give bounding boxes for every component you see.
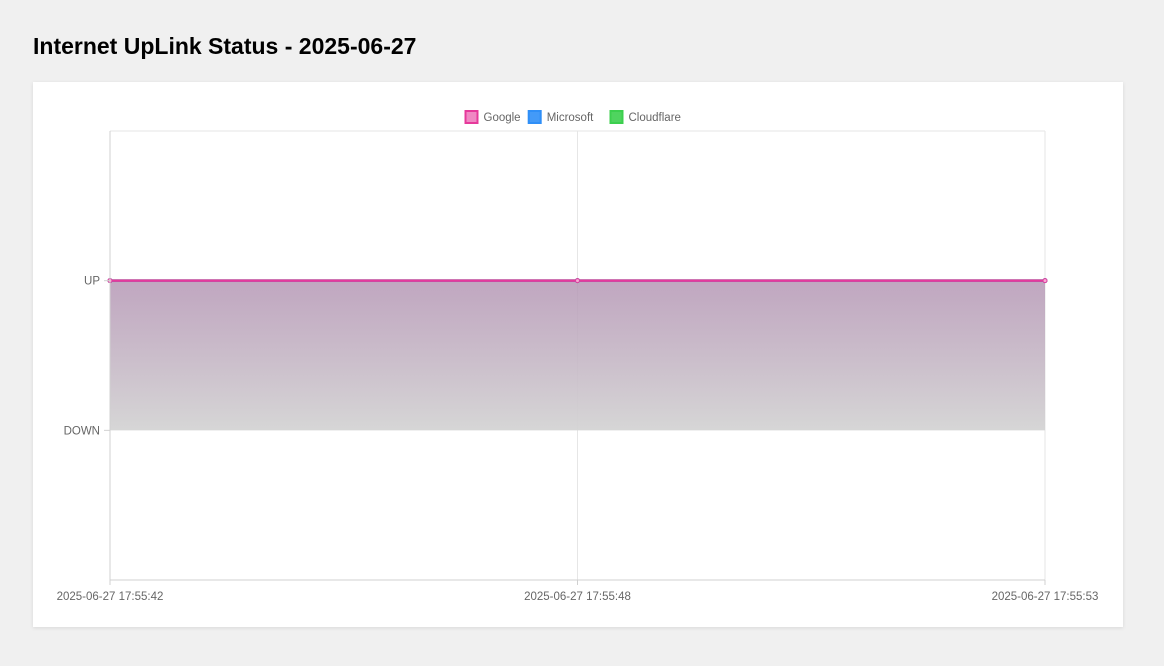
legend-label-microsoft: Microsoft — [547, 112, 594, 124]
legend-label-cloudflare: Cloudflare — [629, 112, 681, 124]
legend-item-google[interactable]: Google — [464, 110, 521, 124]
chart-axes: DOWN UP 2025-06-27 17:55:42 2025-06-27 17:5… — [57, 131, 1099, 603]
data-point-google[interactable] — [1042, 278, 1048, 284]
chart-areas — [110, 280, 1045, 431]
x-tick-label: 2025-06-27 17:55:53 — [992, 591, 1099, 603]
legend-swatch-cloudflare — [609, 110, 624, 124]
series-area-google — [110, 280, 1045, 431]
x-tick-label: 2025-06-27 17:55:48 — [524, 591, 631, 603]
x-tick-label: 2025-06-27 17:55:42 — [57, 591, 164, 603]
chart-card: Google Microsoft Cloudflare DOWN UP 2025-06-… — [33, 82, 1123, 627]
y-tick-label-up: UP — [84, 276, 100, 288]
data-point-google[interactable] — [575, 278, 580, 284]
legend-swatch-microsoft — [527, 110, 542, 124]
legend-label-google: Google — [484, 112, 521, 124]
legend-item-cloudflare[interactable]: Cloudflare — [609, 110, 681, 124]
legend-swatch-google — [464, 110, 479, 124]
y-tick-label-down: DOWN — [64, 425, 100, 437]
legend-item-microsoft[interactable]: Microsoft — [527, 110, 594, 124]
uplink-status-chart: Google Microsoft Cloudflare DOWN UP 2025-06-… — [57, 110, 1099, 603]
page-title: Internet UpLink Status - 2025-06-27 — [33, 33, 417, 59]
chart-legend[interactable]: Google Microsoft Cloudflare — [464, 110, 681, 124]
series-area-cloudflare — [110, 281, 1045, 431]
